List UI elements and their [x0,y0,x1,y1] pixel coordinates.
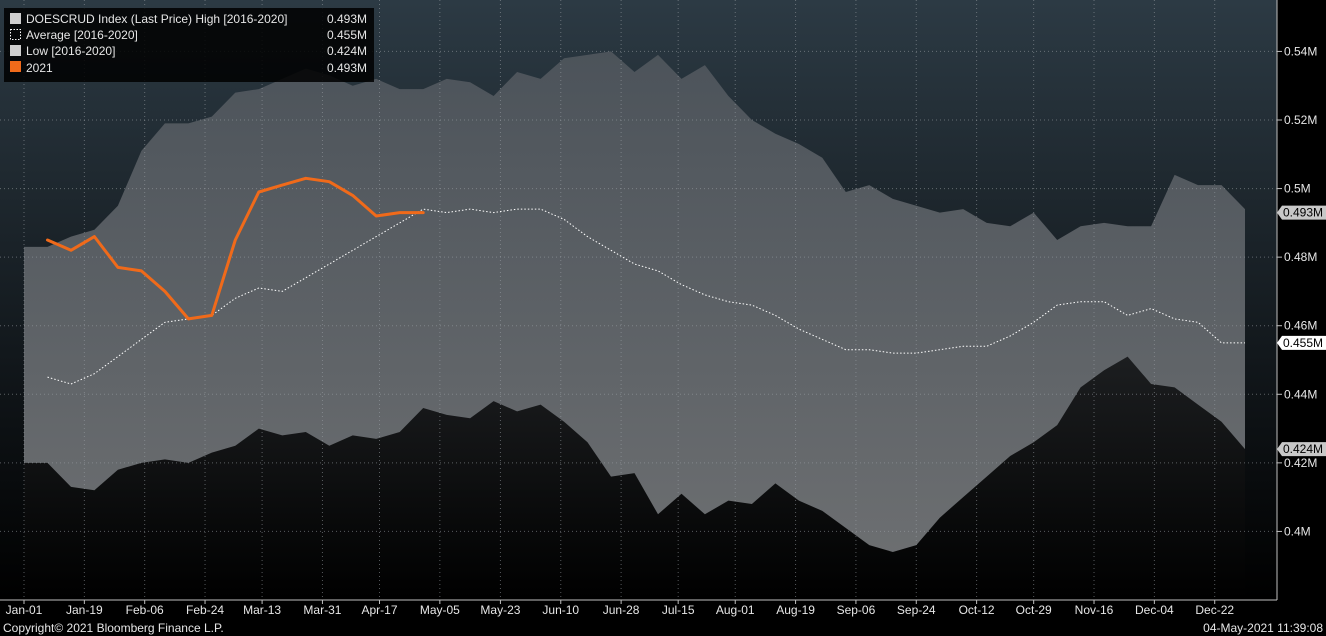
last-value-flags: 0.493M 0.455M 0.424M [1277,205,1326,457]
legend-label-high: DOESCRUD Index (Last Price) High [2016-2… [26,12,287,26]
timestamp-text: 04-May-2021 11:39:08 [1203,621,1323,635]
y-tick-label: 0.46M [1284,319,1317,333]
x-tick-label: Jun-10 [542,603,579,617]
y-axis-ticks: 0.4M 0.42M 0.44M 0.46M 0.48M 0.5M 0.52M 0.54M [1277,44,1317,538]
legend: DOESCRUD Index (Last Price) High [2016-2… [4,8,374,82]
legend-swatch-2021 [10,61,21,72]
x-tick-label: Sep-06 [837,603,876,617]
x-tick-label: Dec-22 [1195,603,1234,617]
x-tick-label: Mar-31 [303,603,341,617]
y-tick-label: 0.48M [1284,250,1317,264]
x-tick-label: Jun-28 [603,603,640,617]
x-tick-label: Aug-01 [716,603,755,617]
bottom-axis-background [0,600,1326,636]
legend-swatch-low [10,45,21,56]
x-tick-label: Nov-16 [1075,603,1114,617]
x-tick-label: Feb-24 [186,603,224,617]
legend-box [4,8,374,82]
y-tick-label: 0.4M [1284,524,1311,538]
grid-lines [0,0,1277,600]
x-tick-label: Dec-04 [1135,603,1174,617]
legend-value-average: 0.455M [327,28,367,42]
x-tick-label: Apr-17 [361,603,397,617]
legend-value-low: 0.424M [327,44,367,58]
last-value-flag [1277,442,1326,457]
x-tick-label: Oct-29 [1016,603,1052,617]
y-tick-label: 0.5M [1284,182,1311,196]
x-tick-label: Jan-19 [66,603,103,617]
x-tick-label: Oct-12 [959,603,995,617]
y-tick-label: 0.52M [1284,113,1317,127]
last-value-flag-label: 0.424M [1283,442,1323,456]
legend-label-low: Low [2016-2020] [26,44,115,58]
x-tick-label: Aug-19 [776,603,815,617]
x-axis-ticks: Jan-01 Jan-19 Feb-06 Feb-24 Mar-13 Mar-31 Apr-… [6,600,1234,617]
right-axis-background [1277,0,1326,600]
x-tick-label: May-23 [480,603,520,617]
series-2021-line [46,176,425,321]
legend-value-2021: 0.493M [327,61,367,75]
y-tick-label: 0.42M [1284,456,1317,470]
legend-label-average: Average [2016-2020] [26,28,138,42]
legend-swatch-high [10,13,21,24]
average-series-line [47,208,1245,385]
x-tick-label: Feb-06 [126,603,164,617]
last-value-flag [1277,335,1326,350]
legend-label-2021: 2021 [26,61,53,75]
legend-swatch-average [10,29,21,40]
copyright-text: Copyright© 2021 Bloomberg Finance L.P. [3,621,224,635]
x-tick-label: May-05 [420,603,460,617]
x-tick-label: Sep-24 [897,603,936,617]
last-value-flag [1277,205,1326,220]
x-tick-label: Jul-15 [662,603,695,617]
y-tick-label: 0.44M [1284,387,1317,401]
x-tick-label: Mar-13 [243,603,281,617]
y-tick-label: 0.54M [1284,44,1317,58]
low-area [24,356,1245,600]
last-value-flag-label: 0.455M [1283,336,1323,350]
last-value-flag-label: 0.493M [1283,206,1323,220]
x-tick-label: Jan-01 [6,603,43,617]
legend-value-high: 0.493M [327,12,367,26]
